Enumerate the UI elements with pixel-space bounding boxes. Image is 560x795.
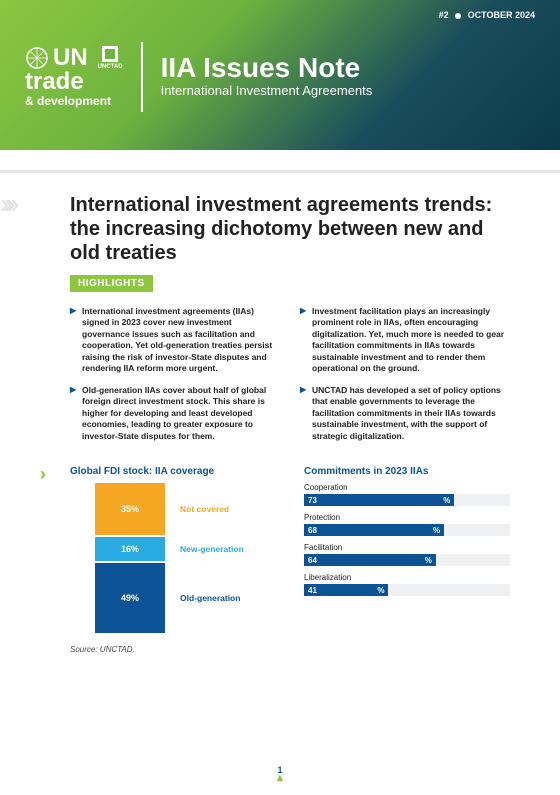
hbar-track: 64%	[304, 554, 510, 566]
page-decoration-icon: ▲	[0, 775, 560, 783]
hbar-label: Facilitation	[304, 543, 510, 552]
stack-segment-label: Old-generation	[180, 593, 240, 603]
hbar-pct-symbol: %	[377, 586, 384, 595]
hbar-row: Liberalization 41%	[304, 573, 510, 596]
hbar-track: 73%	[304, 494, 510, 506]
bullet-item: UNCTAD has developed a set of policy opt…	[300, 385, 510, 442]
stack-segment-label: New-generation	[180, 544, 244, 554]
chevron-arrow-icon: ›	[40, 464, 46, 485]
bars-container: Cooperation 73% Protection 68% Facilitation 6…	[304, 483, 510, 596]
separator-dot	[455, 13, 461, 19]
content-area: »» International investment agreements t…	[0, 173, 560, 654]
issue-number: #2	[439, 10, 449, 20]
horizontal-bars-chart: Commitments in 2023 IIAs Cooperation 73% P…	[304, 466, 510, 654]
highlights-label: HIGHLIGHTS	[70, 275, 153, 292]
hbar-row: Facilitation 64%	[304, 543, 510, 566]
hbar-fill: 73%	[304, 494, 454, 506]
bullets-col-left: International investment agreements (IIA…	[70, 306, 280, 452]
hbar-label: Cooperation	[304, 483, 510, 492]
stack-segment-label: Not covered	[180, 504, 229, 514]
unctad-mark-icon: UNCTAD	[98, 46, 123, 70]
highlights-bullets: International investment agreements (IIA…	[70, 306, 510, 452]
charts-row: › Global FDI stock: IIA coverage 35%Not …	[70, 466, 510, 654]
issue-tag: #2 OCTOBER 2024	[439, 10, 535, 20]
un-emblem-icon	[25, 46, 49, 70]
page-number: 1 ▲	[0, 765, 560, 783]
stack-segment: 16%New-generation	[95, 537, 165, 561]
bullet-item: International investment agreements (IIA…	[70, 306, 280, 375]
org-dev: & development	[25, 94, 123, 108]
doc-title: IIA Issues Note	[161, 54, 373, 82]
hbar-pct-symbol: %	[443, 496, 450, 505]
stack-segment: 49%Old-generation	[95, 563, 165, 633]
hbar-row: Cooperation 73%	[304, 483, 510, 506]
org-trade: trade	[25, 70, 123, 94]
bullet-item: Old-generation IIAs cover about half of …	[70, 385, 280, 442]
doc-subtitle: International Investment Agreements	[161, 82, 373, 100]
stacked-chart-title: Global FDI stock: IIA coverage	[70, 466, 276, 477]
issue-date: OCTOBER 2024	[468, 10, 535, 20]
hbar-label: Liberalization	[304, 573, 510, 582]
hbar-row: Protection 68%	[304, 513, 510, 536]
stacked-bar: 35%Not covered16%New-generation49%Old-ge…	[95, 483, 165, 633]
un-logo-block: UN UNCTAD trade & development	[25, 46, 123, 108]
bars-chart-title: Commitments in 2023 IIAs	[304, 466, 510, 477]
doc-title-block: IIA Issues Note International Investment…	[161, 54, 373, 100]
chart-source: Source: UNCTAD.	[70, 645, 276, 654]
header-banner: #2 OCTOBER 2024 UN UNCTAD trade & develo…	[0, 0, 560, 150]
bullet-item: Investment facilitation plays an increas…	[300, 306, 510, 375]
vertical-divider	[141, 42, 143, 112]
hbar-fill: 68%	[304, 524, 444, 536]
org-un: UN	[53, 46, 88, 70]
hbar-fill: 64%	[304, 554, 436, 566]
hbar-track: 68%	[304, 524, 510, 536]
hbar-label: Protection	[304, 513, 510, 522]
chevron-decoration-icon: »»	[0, 188, 7, 220]
hbar-fill: 41%	[304, 584, 388, 596]
bullets-col-right: Investment facilitation plays an increas…	[300, 306, 510, 452]
stack-segment: 35%Not covered	[95, 483, 165, 535]
unctad-label: UNCTAD	[98, 64, 123, 70]
stacked-chart: › Global FDI stock: IIA coverage 35%Not …	[70, 466, 276, 654]
hbar-pct-symbol: %	[425, 556, 432, 565]
hbar-track: 41%	[304, 584, 510, 596]
article-title: International investment agreements tren…	[70, 193, 510, 265]
hbar-pct-symbol: %	[433, 526, 440, 535]
